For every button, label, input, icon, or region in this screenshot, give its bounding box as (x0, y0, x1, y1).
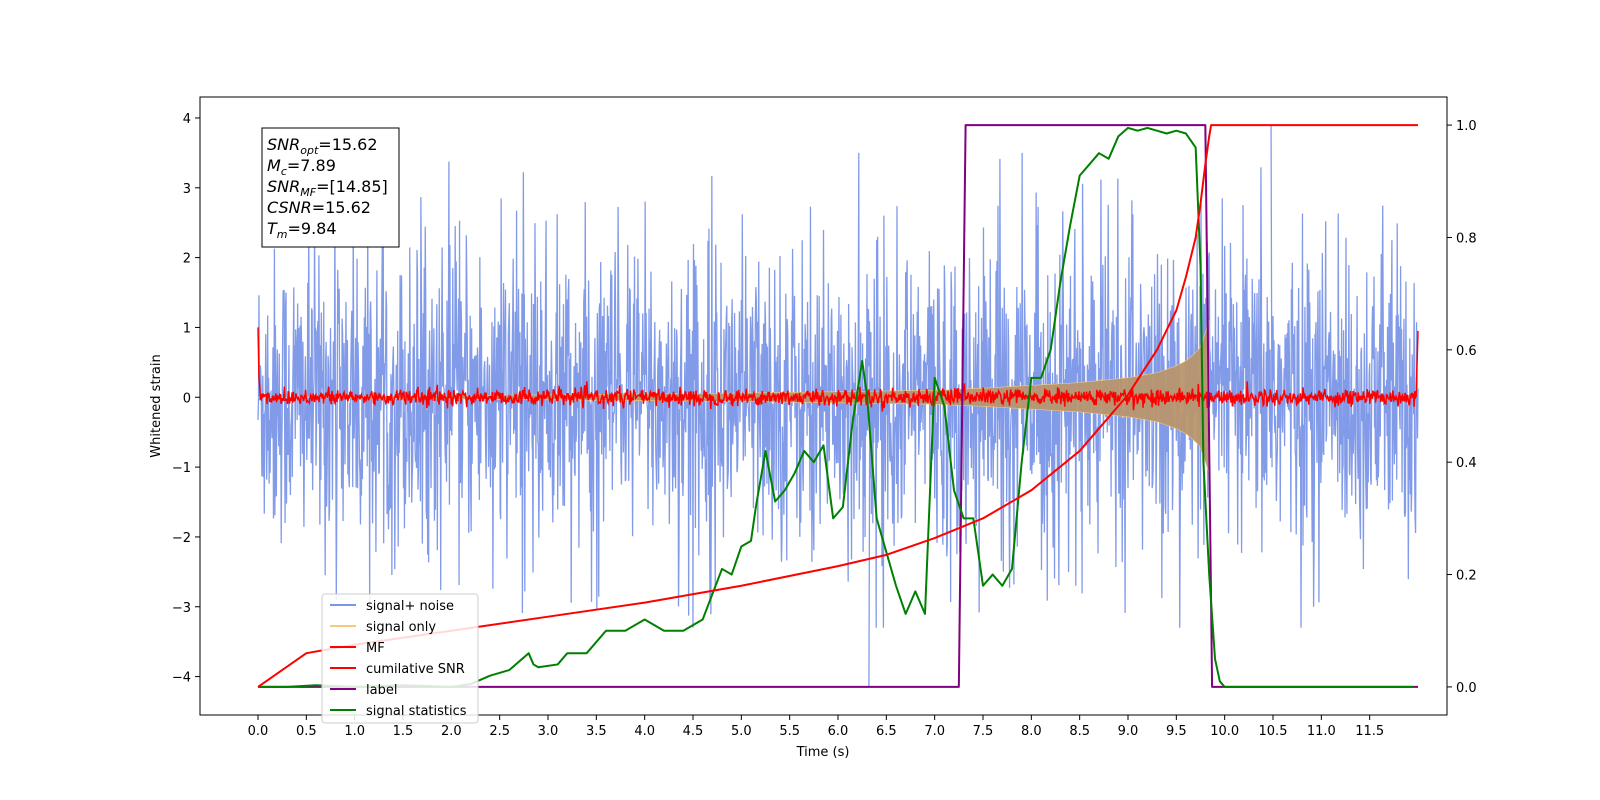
x-tick-label: 8.0 (1021, 724, 1042, 739)
y-axis-right: 0.0 0.2 0.4 0.6 0.8 1.0 (1447, 119, 1477, 696)
series-signal-statistics-line (258, 126, 1414, 688)
x-axis-label: Time (s) (796, 745, 850, 760)
series-mf-line (257, 327, 1419, 412)
x-tick-label: 2.5 (489, 724, 510, 739)
y-axis-left: −4 −3 −2 −1 0 1 2 3 4 (172, 112, 200, 686)
y-axis-label: Whitened strain (149, 354, 164, 457)
y-tick-label: 4 (183, 112, 191, 127)
x-tick-label: 0.0 (248, 724, 269, 739)
x-tick-label: 8.5 (1069, 724, 1090, 739)
y-tick-label: −2 (172, 531, 191, 546)
y2-tick-label: 1.0 (1456, 119, 1477, 134)
legend-label: signal only (366, 620, 436, 635)
x-tick-label: 0.5 (296, 724, 317, 739)
annotation-line: Tm=9.84 (267, 219, 337, 241)
x-tick-label: 9.5 (1166, 724, 1187, 739)
annotation-box: SNRopt=15.62Mc=7.89SNRMF=[14.85]CSNR=15.… (261, 127, 400, 248)
x-tick-label: 4.5 (683, 724, 704, 739)
x-axis: 0.0 0.5 1.0 1.5 2.0 2.5 3.0 3.5 4.0 4.5 5.0 5.5 6.0 6… (248, 715, 1384, 739)
x-tick-label: 3.0 (538, 724, 559, 739)
series-cumilative-snr-line (257, 124, 1418, 688)
x-tick-label: 4.0 (634, 724, 655, 739)
x-tick-label: 10.5 (1259, 724, 1288, 739)
y-tick-label: 3 (183, 182, 191, 197)
annotation-line: Mc=7.89 (267, 156, 336, 178)
x-tick-label: 10.0 (1210, 724, 1239, 739)
x-tick-label: 9.0 (1118, 724, 1139, 739)
x-tick-label: 5.0 (731, 724, 752, 739)
annotation-frame (261, 127, 400, 248)
x-tick-label: 1.5 (393, 724, 414, 739)
x-tick-label: 2.0 (441, 724, 462, 739)
x-tick-label: 7.0 (924, 724, 945, 739)
y2-tick-label: 0.2 (1456, 569, 1477, 584)
annotation-line: SNRMF=[14.85] (267, 177, 388, 199)
y2-tick-label: 0.0 (1456, 681, 1477, 696)
x-tick-label: 1.0 (344, 724, 365, 739)
y-tick-label: 0 (183, 391, 191, 406)
series-signal-noise-line (257, 124, 1419, 688)
x-tick-label: 11.5 (1355, 724, 1384, 739)
legend-label: signal statistics (366, 704, 467, 719)
axes-frame (199, 96, 1448, 716)
legend-label: label (366, 683, 397, 698)
legend-frame (321, 593, 479, 724)
y-tick-label: −1 (172, 461, 191, 476)
annotation-line: SNRopt=15.62 (267, 135, 378, 157)
plot-area (257, 124, 1419, 688)
x-tick-label: 6.0 (828, 724, 849, 739)
y-tick-label: −3 (172, 601, 191, 616)
y2-tick-label: 0.4 (1456, 456, 1477, 471)
x-tick-label: 5.5 (779, 724, 800, 739)
x-tick-label: 3.5 (586, 724, 607, 739)
legend: signal+ noise signal only MF cumilative SNR… (321, 593, 479, 724)
annotation-line: CSNR=15.62 (267, 198, 371, 217)
y2-tick-label: 0.8 (1456, 231, 1477, 246)
x-tick-label: 7.5 (973, 724, 994, 739)
legend-label: cumilative SNR (366, 662, 465, 677)
y-tick-label: 2 (183, 252, 191, 267)
x-tick-label: 6.5 (876, 724, 897, 739)
legend-label: signal+ noise (366, 599, 454, 614)
y-tick-label: 1 (183, 321, 191, 336)
y2-tick-label: 0.6 (1456, 344, 1477, 359)
x-tick-label: 11.0 (1307, 724, 1336, 739)
legend-label: MF (366, 641, 385, 656)
y-tick-label: −4 (172, 671, 191, 686)
